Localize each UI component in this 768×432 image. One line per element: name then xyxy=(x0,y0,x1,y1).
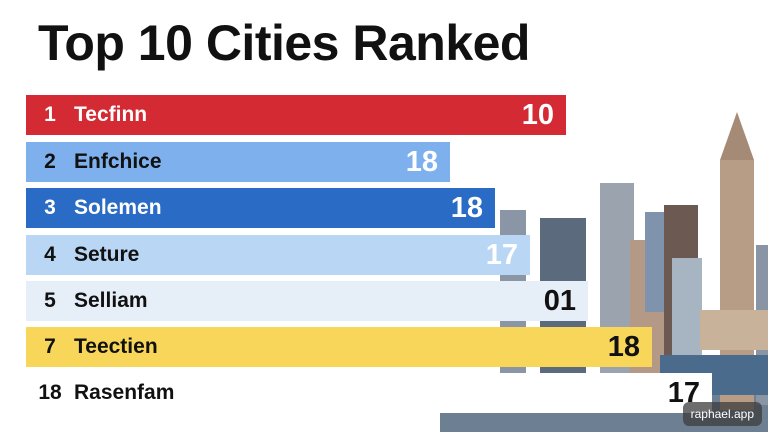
building xyxy=(700,310,768,350)
spire xyxy=(720,112,754,160)
city-name: Teectien xyxy=(74,335,158,358)
rank: 2 xyxy=(44,150,56,173)
score: 18 xyxy=(450,191,483,224)
rank: 4 xyxy=(44,243,56,266)
rank-row: 5 Selliam 01 xyxy=(26,281,588,321)
city-name: Rasenfam xyxy=(74,381,175,404)
score: 01 xyxy=(543,284,576,317)
rank-row: 3 Solemen 18 xyxy=(26,188,495,228)
rank-row: 2 Enfchice 18 xyxy=(26,142,450,182)
city-name: Solemen xyxy=(74,196,162,219)
title: Top 10 Cities Ranked xyxy=(38,15,530,71)
rank: 7 xyxy=(44,335,56,358)
rank-row: 18 Rasenfam 17 xyxy=(26,373,712,413)
rank: 3 xyxy=(44,196,56,219)
rank-row: 1 Tecfinn 10 xyxy=(26,95,566,135)
score: 18 xyxy=(405,145,438,178)
score: 17 xyxy=(485,238,518,271)
rank: 1 xyxy=(44,103,56,126)
watermark: raphael.app xyxy=(682,402,762,426)
rank-row: 4 Seture 17 xyxy=(26,235,530,275)
city-name: Seture xyxy=(74,243,140,266)
score: 10 xyxy=(521,98,554,131)
rank: 5 xyxy=(44,289,56,312)
rank-row: 7 Teectien 18 xyxy=(26,327,652,367)
rank: 18 xyxy=(38,381,62,404)
score: 18 xyxy=(607,330,640,363)
city-name: Tecfinn xyxy=(74,103,148,126)
city-name: Selliam xyxy=(74,289,148,312)
building xyxy=(600,183,634,408)
city-name: Enfchice xyxy=(74,150,162,173)
